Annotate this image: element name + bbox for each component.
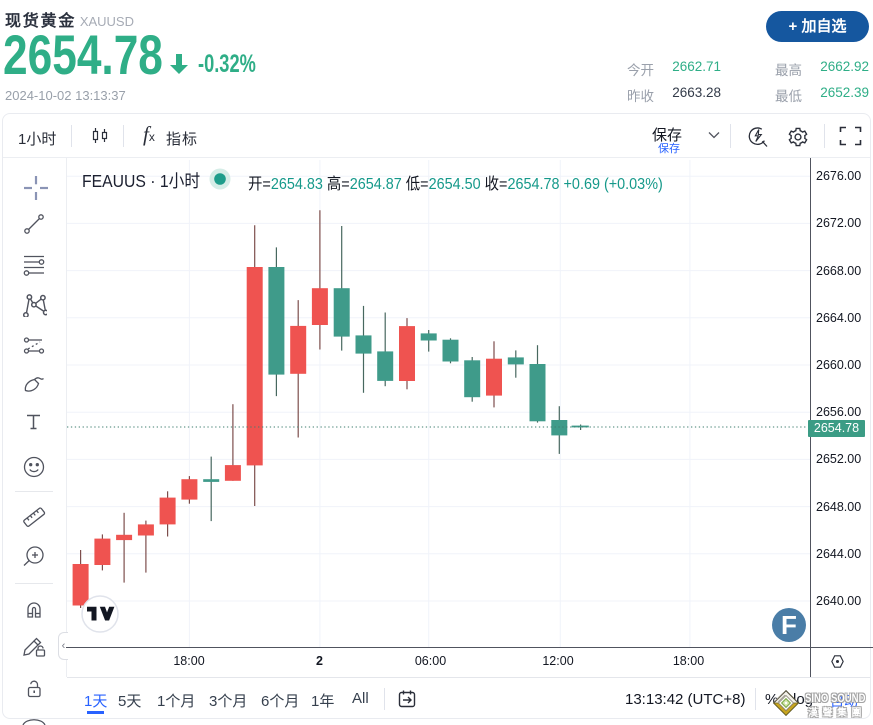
svg-text:F: F <box>781 610 797 640</box>
